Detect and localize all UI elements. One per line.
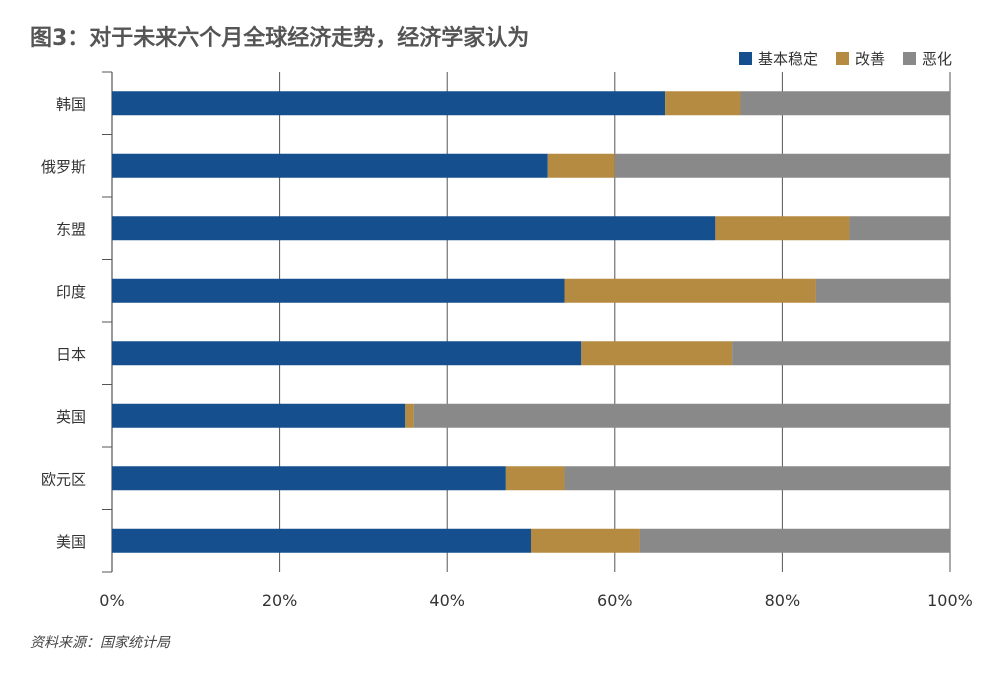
bar-segment-improve — [665, 91, 741, 116]
bar-segment-stable — [112, 278, 565, 303]
bar-segment-improve — [547, 153, 615, 178]
bar-segment-improve — [405, 403, 414, 428]
source-note: 资料来源：国家统计局 — [30, 635, 170, 651]
x-tick-label: 20% — [262, 591, 298, 610]
bar-segment-stable — [112, 466, 506, 491]
bar-segment-worsen — [732, 341, 950, 366]
x-tick-label: 60% — [597, 591, 633, 610]
legend-item-improve: 改善 — [835, 48, 885, 69]
bar-segment-stable — [112, 91, 666, 116]
bar-segment-worsen — [740, 91, 950, 116]
bar-segment-stable — [112, 341, 582, 366]
bar-segment-improve — [531, 528, 640, 553]
legend-swatch-worsen — [902, 52, 916, 65]
bar-segment-stable — [112, 153, 548, 178]
bar-segment-worsen — [815, 278, 950, 303]
bar-segment-worsen — [614, 153, 950, 178]
legend-label-improve: 改善 — [854, 50, 885, 68]
category-label: 欧元区 — [41, 470, 86, 488]
bar-segment-improve — [715, 216, 850, 241]
bar-segment-worsen — [564, 466, 950, 491]
legend-swatch-stable — [738, 52, 752, 65]
category-label: 美国 — [56, 533, 86, 551]
category-label: 英国 — [56, 408, 86, 426]
bar-segment-stable — [112, 216, 716, 241]
chart-title: 图3：对于未来六个月全球经济走势，经济学家认为 — [30, 26, 530, 51]
bar-segment-improve — [505, 466, 565, 491]
bar-segment-improve — [581, 341, 733, 366]
category-label: 东盟 — [56, 220, 86, 238]
bar-segment-stable — [112, 528, 531, 553]
bar-segment-worsen — [413, 403, 950, 428]
legend-swatch-improve — [835, 52, 849, 65]
category-label: 印度 — [56, 283, 86, 301]
x-tick-label: 0% — [99, 591, 124, 610]
legend-label-worsen: 恶化 — [921, 50, 952, 68]
x-tick-label: 100% — [927, 591, 973, 610]
chart-legend: 基本稳定 改善 恶化 — [738, 48, 952, 69]
legend-item-stable: 基本稳定 — [738, 48, 818, 69]
x-tick-label: 80% — [765, 591, 801, 610]
bar-segment-worsen — [639, 528, 950, 553]
bar-segment-stable — [112, 403, 406, 428]
x-tick-label: 40% — [429, 591, 465, 610]
legend-item-worsen: 恶化 — [902, 48, 952, 69]
bar-segment-improve — [564, 278, 816, 303]
category-label: 日本 — [56, 345, 86, 363]
category-label: 俄罗斯 — [41, 158, 86, 176]
legend-label-stable: 基本稳定 — [757, 50, 818, 68]
bar-segment-worsen — [849, 216, 950, 241]
category-label: 韩国 — [56, 95, 86, 113]
